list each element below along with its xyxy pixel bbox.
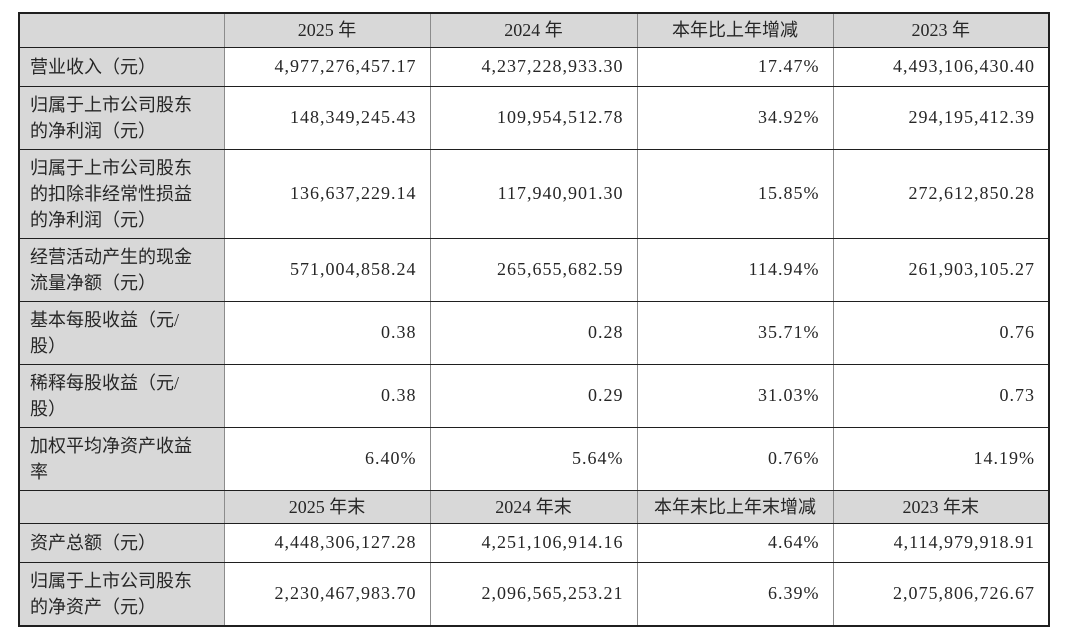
table-row-diluted-eps: 稀释每股收益（元/股） 0.38 0.29 31.03% 0.73 [18,363,1050,428]
table-row-operating-revenue: 营业收入（元） 4,977,276,457.17 4,237,228,933.3… [18,46,1050,87]
cell-2023-value: 14.19% [832,426,1050,491]
column-header-end-yoy-change: 本年末比上年末增减 [636,489,834,524]
cell-2024-value: 0.28 [429,300,638,365]
cell-2025-value: 0.38 [223,363,431,428]
table-row-basic-eps: 基本每股收益（元/股） 0.38 0.28 35.71% 0.76 [18,300,1050,365]
cell-yoy-change: 17.47% [636,46,834,87]
cell-2023-value: 272,612,850.28 [832,148,1050,239]
cell-2025-value: 6.40% [223,426,431,491]
cell-2024-value: 5.64% [429,426,638,491]
column-header-empty [18,489,225,524]
column-header-2025-end: 2025 年末 [223,489,431,524]
cell-yoy-change: 34.92% [636,85,834,150]
row-label: 稀释每股收益（元/股） [18,363,225,428]
column-header-empty [18,12,225,48]
column-header-yoy-change: 本年比上年增减 [636,12,834,48]
cell-end-yoy-change: 4.64% [636,522,834,563]
financial-summary-table: 2025 年 2024 年 本年比上年增减 2023 年 营业收入（元） 4,9… [18,12,1050,627]
table-row-net-profit-excl-nonrecurring: 归属于上市公司股东的扣除非经常性损益的净利润（元） 136,637,229.14… [18,148,1050,239]
cell-2024-value: 0.29 [429,363,638,428]
cell-yoy-change: 114.94% [636,237,834,302]
cell-2025-value: 571,004,858.24 [223,237,431,302]
cell-yoy-change: 35.71% [636,300,834,365]
table-row-net-profit-attributable: 归属于上市公司股东的净利润（元） 148,349,245.43 109,954,… [18,85,1050,150]
cell-yoy-change: 0.76% [636,426,834,491]
cell-2023-end-value: 2,075,806,726.67 [832,561,1050,626]
cell-2025-value: 136,637,229.14 [223,148,431,239]
cell-2023-value: 0.73 [832,363,1050,428]
cell-2025-value: 4,977,276,457.17 [223,46,431,87]
table-header-row-annual: 2025 年 2024 年 本年比上年增减 2023 年 [18,12,1050,48]
row-label: 资产总额（元） [18,522,225,563]
row-label: 归属于上市公司股东的扣除非经常性损益的净利润（元） [18,148,225,239]
row-label: 加权平均净资产收益率 [18,426,225,491]
cell-2023-value: 294,195,412.39 [832,85,1050,150]
cell-2025-end-value: 4,448,306,127.28 [223,522,431,563]
row-label: 经营活动产生的现金流量净额（元） [18,237,225,302]
cell-2024-value: 4,237,228,933.30 [429,46,638,87]
cell-2023-value: 0.76 [832,300,1050,365]
table-row-net-assets-attributable: 归属于上市公司股东的净资产（元） 2,230,467,983.70 2,096,… [18,561,1050,626]
cell-yoy-change: 15.85% [636,148,834,239]
cell-2023-value: 4,493,106,430.40 [832,46,1050,87]
cell-2024-value: 117,940,901.30 [429,148,638,239]
table-header-row-period-end: 2025 年末 2024 年末 本年末比上年末增减 2023 年末 [18,489,1050,524]
cell-2024-end-value: 4,251,106,914.16 [429,522,638,563]
cell-end-yoy-change: 6.39% [636,561,834,626]
column-header-2023: 2023 年 [832,12,1050,48]
cell-2024-end-value: 2,096,565,253.21 [429,561,638,626]
cell-2024-value: 109,954,512.78 [429,85,638,150]
table-row-weighted-avg-roe: 加权平均净资产收益率 6.40% 5.64% 0.76% 14.19% [18,426,1050,491]
column-header-2024: 2024 年 [429,12,638,48]
table-row-operating-cash-flow: 经营活动产生的现金流量净额（元） 571,004,858.24 265,655,… [18,237,1050,302]
row-label: 归属于上市公司股东的净资产（元） [18,561,225,626]
row-label: 归属于上市公司股东的净利润（元） [18,85,225,150]
cell-2023-value: 261,903,105.27 [832,237,1050,302]
cell-2025-value: 148,349,245.43 [223,85,431,150]
row-label: 基本每股收益（元/股） [18,300,225,365]
cell-2025-value: 0.38 [223,300,431,365]
cell-2023-end-value: 4,114,979,918.91 [832,522,1050,563]
table-row-total-assets: 资产总额（元） 4,448,306,127.28 4,251,106,914.1… [18,522,1050,563]
column-header-2024-end: 2024 年末 [429,489,638,524]
column-header-2023-end: 2023 年末 [832,489,1050,524]
cell-2024-value: 265,655,682.59 [429,237,638,302]
cell-yoy-change: 31.03% [636,363,834,428]
cell-2025-end-value: 2,230,467,983.70 [223,561,431,626]
column-header-2025: 2025 年 [223,12,431,48]
row-label: 营业收入（元） [18,46,225,87]
